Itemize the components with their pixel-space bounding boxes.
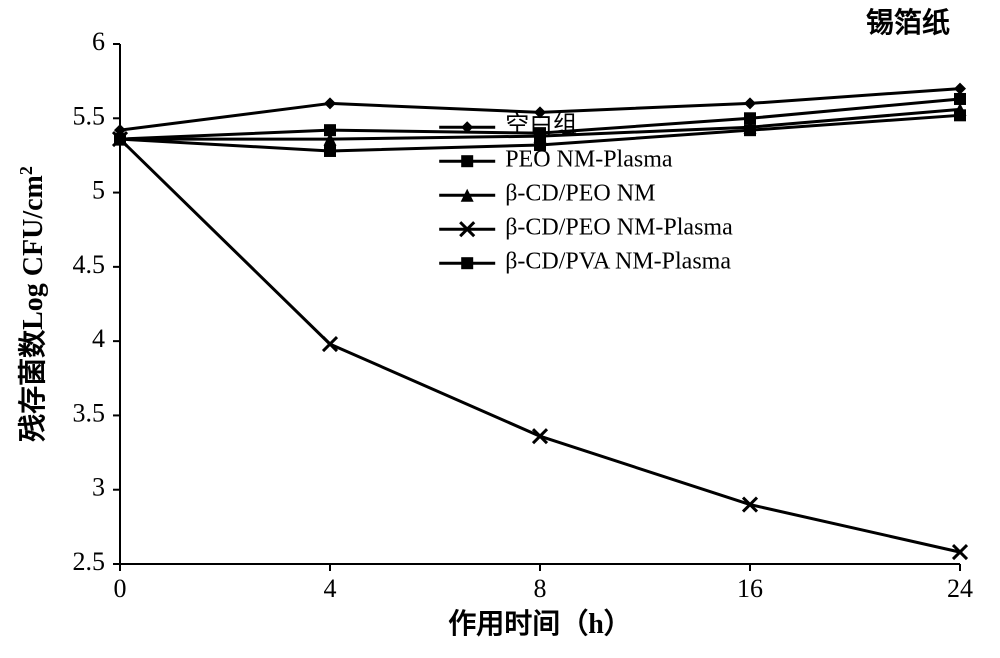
y-tick-label: 3: [92, 473, 105, 502]
y-tick-label: 2.5: [73, 547, 106, 576]
legend-label: PEO NM-Plasma: [505, 147, 673, 173]
legend-label: β-CD/PEO NM-Plasma: [505, 215, 733, 241]
chart-container: 2.5 3 3.5 4 4.5 5 5.5 6 0 4 8 16 24 作用时间（h） 残存菌数Log CF…: [0, 0, 1000, 658]
y-tick-label: 5.5: [73, 101, 106, 130]
legend-label: β-CD/PVA NM-Plasma: [505, 249, 731, 275]
legend-label: 空白组: [505, 112, 577, 139]
y-axis-label: 残存菌数Log CFU/cm2: [16, 166, 49, 442]
x-tick-label: 16: [737, 574, 763, 603]
x-axis-label: 作用时间（h）: [448, 607, 632, 640]
x-tick-label: 0: [114, 574, 127, 603]
chart-svg: 2.5 3 3.5 4 4.5 5 5.5 6 0 4 8 16 24 作用时间（h） 残存菌数Log CF…: [0, 0, 1000, 658]
y-tick-label: 4: [92, 324, 105, 353]
x-tick-label: 8: [534, 574, 547, 603]
chart-title: 锡箔纸: [866, 6, 950, 39]
legend-label: β-CD/PEO NM: [505, 181, 655, 207]
x-tick-label: 4: [324, 574, 337, 603]
x-tick-label: 24: [947, 574, 973, 603]
y-tick-label: 5: [92, 176, 105, 205]
y-tick-label: 3.5: [73, 398, 106, 427]
y-tick-label: 4.5: [73, 250, 106, 279]
y-tick-label: 6: [92, 27, 105, 56]
